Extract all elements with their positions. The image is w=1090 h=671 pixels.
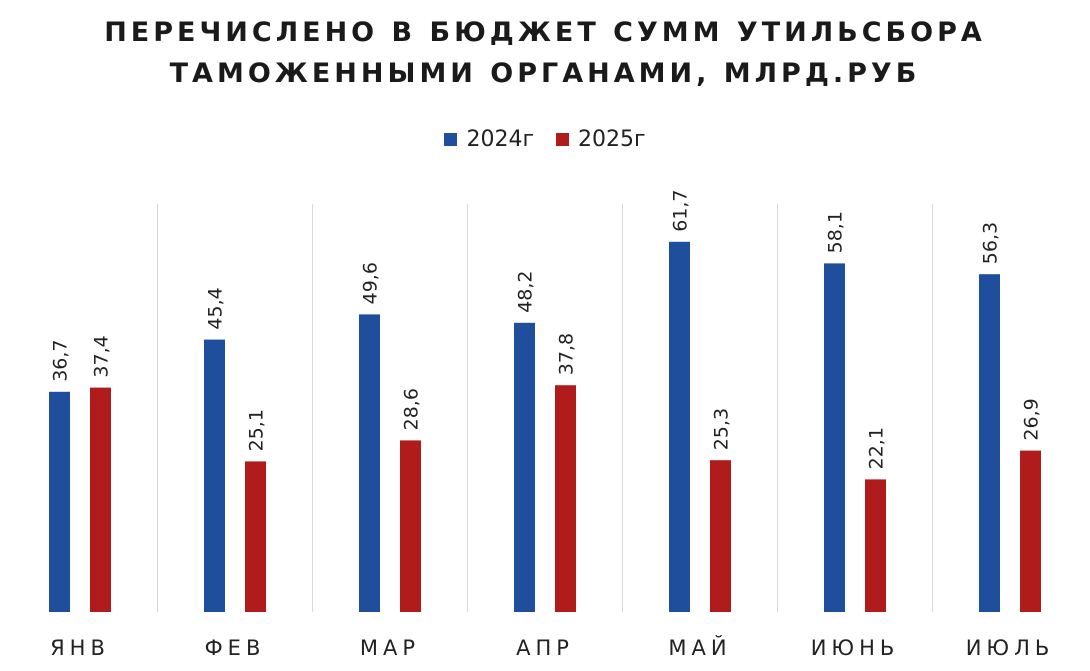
x-tick-label: МАЙ	[668, 635, 731, 660]
value-label-2024г-ИЮЛЬ: 56,3	[980, 222, 1002, 264]
legend-item-2024: 2024г	[444, 127, 534, 152]
bar-2025г-ЯНВ	[90, 387, 111, 612]
x-tick-label: МАР	[360, 636, 420, 660]
x-tick-label: ЯНВ	[50, 636, 110, 660]
x-tick-labels: ЯНВ ФЕВ МАР АПР МАЙ ИЮНЬ ИЮЛЬ	[50, 635, 1055, 660]
bar-2025г-ФЕВ	[245, 461, 266, 612]
bar-2024г-МАР	[359, 314, 380, 612]
value-label-2024г-ИЮНЬ: 58,1	[825, 211, 847, 253]
x-tick-label: ФЕВ	[205, 636, 266, 660]
legend-label-2025: 2025г	[578, 127, 646, 152]
value-label-2025г-МАЙ: 25,3	[711, 408, 733, 450]
chart-title-line-2: ТАМОЖЕННЫМИ ОРГАНАМИ, МЛРД.РУБ	[169, 58, 921, 89]
value-label-2024г-АПР: 48,2	[515, 270, 537, 312]
legend-label-2024: 2024г	[466, 127, 534, 152]
bar-2025г-АПР	[555, 385, 576, 612]
legend-swatch-2025	[556, 133, 569, 146]
bar-2025г-МАЙ	[710, 460, 731, 612]
bar-2025г-ИЮЛЬ	[1020, 450, 1041, 612]
value-label-2025г-ИЮНЬ: 22,1	[866, 427, 888, 469]
value-label-2025г-ЯНВ: 37,4	[91, 335, 113, 377]
legend-item-2025: 2025г	[556, 127, 646, 152]
value-label-2025г-МАР: 28,6	[401, 388, 423, 430]
value-label-2024г-МАР: 49,6	[360, 262, 382, 304]
value-label-2025г-ФЕВ: 25,1	[246, 409, 268, 451]
value-label-2024г-ФЕВ: 45,4	[205, 287, 227, 329]
category-separators	[157, 204, 933, 612]
bar-2024г-ЯНВ	[49, 391, 70, 612]
bar-2024г-АПР	[514, 322, 535, 612]
bar-2024г-ИЮНЬ	[824, 263, 845, 612]
bar-2024г-МАЙ	[669, 241, 690, 613]
x-tick-label: ИЮЛЬ	[966, 636, 1055, 660]
chart-title: ПЕРЕЧИСЛЕНО В БЮДЖЕТ СУММ УТИЛЬСБОРА ТАМ…	[0, 12, 1090, 94]
chart-title-line-1: ПЕРЕЧИСЛЕНО В БЮДЖЕТ СУММ УТИЛЬСБОРА	[104, 17, 986, 48]
value-label-2025г-АПР: 37,8	[556, 333, 578, 375]
bar-2024г-ИЮЛЬ	[979, 274, 1000, 612]
x-tick-label: ИЮНЬ	[811, 636, 900, 660]
value-label-2024г-МАЙ: 61,7	[670, 189, 692, 231]
value-label-2025г-ИЮЛЬ: 26,9	[1021, 398, 1043, 440]
bar-2025г-МАР	[400, 440, 421, 612]
value-labels: 36,7 37,4 45,4 25,1 49,6 28,6 48,2 37,8 61,7 25,3…	[50, 189, 1043, 469]
bar-2024г-ФЕВ	[204, 339, 225, 612]
bar-2025г-ИЮНЬ	[865, 479, 886, 612]
x-tick-label: АПР	[516, 636, 574, 660]
legend-swatch-2024	[444, 133, 458, 146]
value-label-2024г-ЯНВ: 36,7	[50, 339, 72, 381]
bars	[49, 241, 1041, 613]
legend: 2024г 2025г	[0, 127, 1090, 152]
